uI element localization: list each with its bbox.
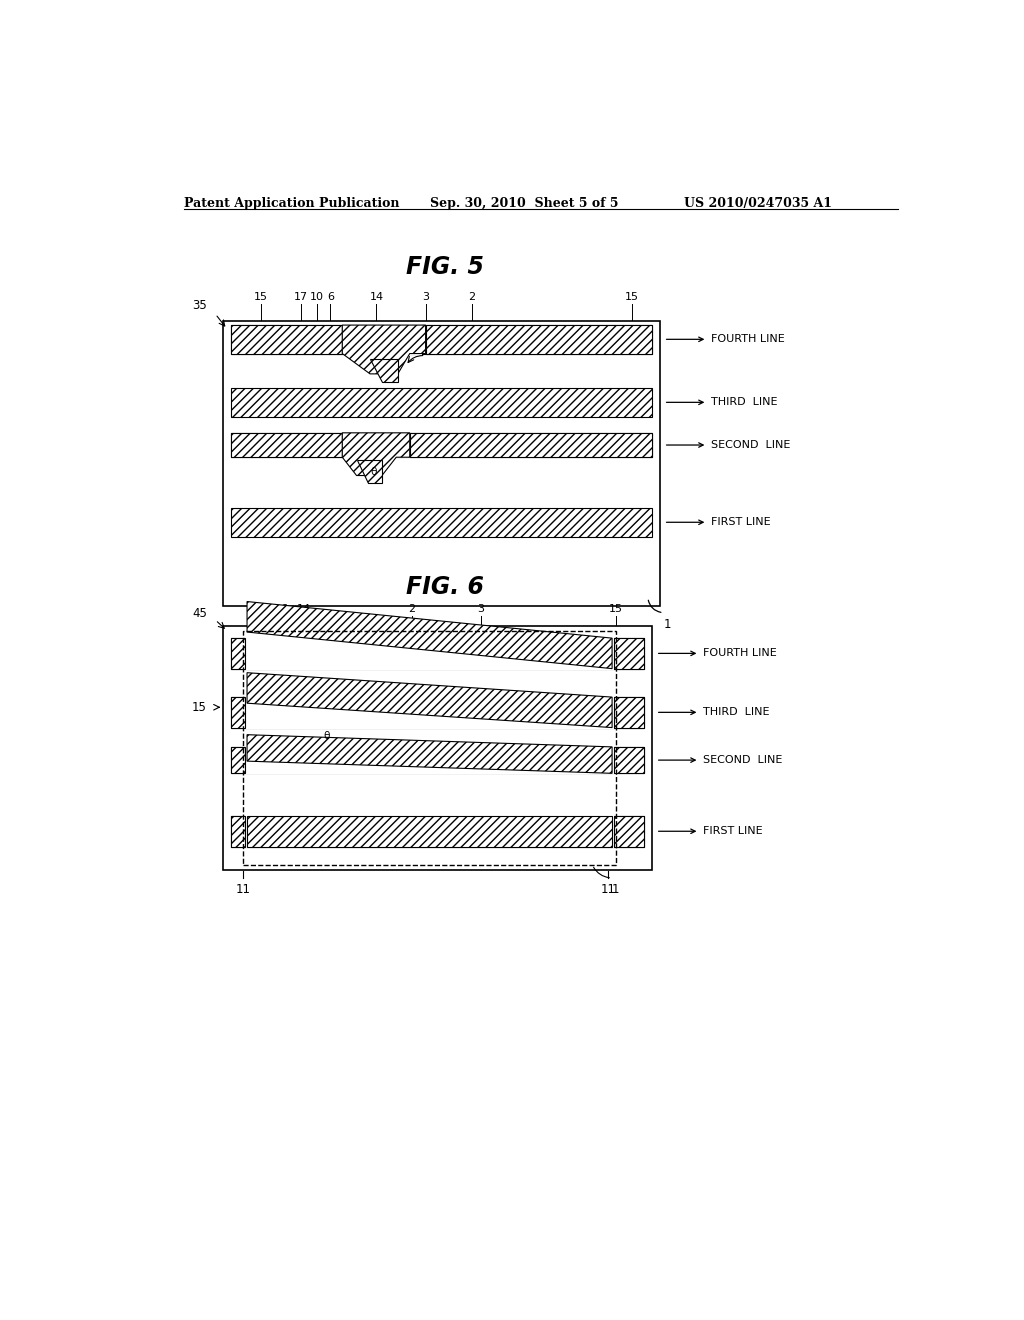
Bar	[614, 816, 644, 846]
Text: THIRD  LINE: THIRD LINE	[712, 397, 778, 408]
Text: 10: 10	[310, 292, 324, 302]
Text: 1: 1	[612, 883, 620, 896]
Text: POSITION-ALIGNING LIGHT: POSITION-ALIGNING LIGHT	[318, 630, 456, 639]
Bar	[223, 626, 652, 870]
Bar	[231, 697, 644, 727]
Bar	[231, 638, 644, 669]
Polygon shape	[247, 602, 612, 669]
Bar	[426, 325, 652, 354]
Bar	[231, 816, 245, 846]
Bar	[231, 747, 245, 774]
Bar	[243, 631, 616, 865]
Text: 35: 35	[193, 300, 207, 313]
Bar	[231, 325, 342, 354]
Text: 15: 15	[609, 603, 623, 614]
Polygon shape	[247, 735, 612, 774]
Text: 11: 11	[236, 883, 251, 896]
Text: 6: 6	[280, 603, 287, 614]
Polygon shape	[247, 816, 612, 846]
Polygon shape	[342, 325, 426, 374]
Bar	[245, 696, 614, 729]
Text: 15: 15	[254, 292, 268, 302]
Text: FIRST LINE: FIRST LINE	[703, 826, 763, 837]
Text: 17: 17	[257, 603, 271, 614]
Bar	[223, 321, 659, 606]
Bar	[231, 508, 652, 536]
Bar	[245, 638, 614, 669]
Text: 1: 1	[664, 618, 671, 631]
Bar	[231, 433, 342, 457]
Polygon shape	[370, 359, 397, 381]
Text: SECOND  LINE: SECOND LINE	[712, 440, 791, 450]
Text: 14: 14	[370, 292, 383, 302]
Text: 6: 6	[327, 292, 334, 302]
Bar	[342, 325, 422, 355]
Text: 15: 15	[191, 701, 207, 714]
Bar	[342, 432, 410, 458]
Bar	[410, 433, 652, 457]
Text: 11: 11	[601, 883, 615, 896]
Text: Sep. 30, 2010  Sheet 5 of 5: Sep. 30, 2010 Sheet 5 of 5	[430, 197, 618, 210]
Text: FOURTH LINE: FOURTH LINE	[712, 334, 785, 345]
Bar	[614, 747, 644, 774]
Bar	[231, 697, 245, 727]
Text: US 2010/0247035 A1: US 2010/0247035 A1	[684, 197, 831, 210]
Bar	[231, 638, 245, 669]
Text: 15: 15	[625, 292, 639, 302]
Text: FIRST LINE: FIRST LINE	[712, 517, 771, 527]
Text: 17: 17	[294, 292, 308, 302]
Polygon shape	[356, 461, 382, 483]
Text: 45: 45	[191, 607, 207, 620]
Text: THIRD  LINE: THIRD LINE	[703, 708, 770, 717]
Text: 2: 2	[409, 603, 416, 614]
Text: 2: 2	[468, 292, 475, 302]
Text: 3: 3	[422, 292, 429, 302]
Bar	[614, 697, 644, 727]
Bar	[245, 814, 614, 847]
Polygon shape	[247, 673, 612, 727]
Text: θ: θ	[371, 467, 377, 478]
Polygon shape	[342, 433, 410, 475]
Bar	[231, 325, 652, 354]
Text: FOURTH LINE: FOURTH LINE	[703, 648, 777, 659]
Text: θ: θ	[324, 731, 330, 741]
Text: Patent Application Publication: Patent Application Publication	[183, 197, 399, 210]
Bar	[231, 816, 644, 846]
Text: 14: 14	[297, 603, 311, 614]
Text: SECOND  LINE: SECOND LINE	[703, 755, 782, 766]
Text: 3: 3	[477, 603, 484, 614]
Text: FIG. 6: FIG. 6	[407, 576, 484, 599]
Bar	[614, 638, 644, 669]
Bar	[231, 433, 652, 457]
Text: FIG. 5: FIG. 5	[407, 255, 484, 279]
Bar	[231, 388, 652, 417]
Bar	[245, 746, 614, 775]
Bar	[231, 747, 644, 774]
